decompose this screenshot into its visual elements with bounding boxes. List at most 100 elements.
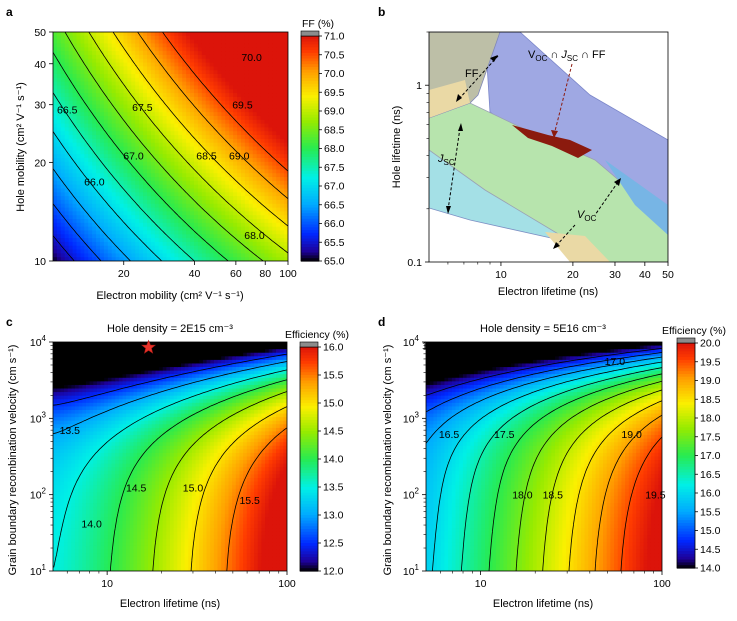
panel-c-cell [96,370,102,375]
panel-a-cell [205,249,211,254]
panel-b-xlabel: Electron lifetime (ns) [498,286,598,298]
panel-a-cell [119,77,125,83]
panel-a-cell [197,70,203,75]
panel-a-cell [209,131,215,136]
panel-a-cell [154,58,160,64]
panel-a-cell [127,70,132,75]
panel-a-cell [135,51,140,56]
panel-a-cell [197,93,203,98]
panel-a-colorbar-tick: 66.5 [324,199,345,211]
panel-a-cell [276,222,281,228]
panel-c-cell [107,567,113,571]
panel-a-cell [139,54,144,60]
panel-a-cell [225,100,230,106]
panel-c-cell [89,384,94,390]
panel-a-cell [225,73,230,79]
panel-a-cell [100,184,105,190]
panel-a-cell [107,47,113,52]
panel-c-cell [85,506,91,511]
panel-a-cell [221,47,226,52]
panel-a-cell [72,234,78,239]
panel-a-cell [162,192,168,197]
panel-a-cell [53,230,58,235]
panel-c-cell [115,563,120,569]
panel-c-cell [71,349,76,354]
panel-a-cell [60,184,66,190]
panel-c-cell [56,463,61,468]
panel-c-cell [100,342,105,347]
panel-a-cell [60,81,66,87]
panel-a-cell [111,245,117,251]
panel-c-cell [82,524,87,529]
panel-a-cell [201,51,207,56]
panel-a-cell [92,184,97,190]
panel-a-cell [115,146,121,151]
panel-c-cell [115,481,120,486]
panel-a-cell [264,245,270,251]
panel-a-cell [80,77,85,83]
panel-a-cell [260,135,266,140]
panel-c-cell [96,427,102,433]
panel-a-cell [272,157,277,163]
panel-a-cell [182,230,187,235]
panel-c-cell [111,567,116,571]
panel-a-cell [237,89,242,94]
panel-a-cell [186,73,191,79]
panel-c-cell [60,510,65,515]
panel-a-cell [229,131,234,136]
panel-a-cell [241,73,246,79]
panel-a-cell [186,89,191,94]
panel-a-cell [64,199,70,205]
panel-a-cell [197,138,203,144]
panel-c-cell [67,384,72,390]
panel-a-cell [197,35,203,41]
panel-a-cell [162,154,168,159]
panel-c-cell [74,409,80,415]
panel-a-cell [119,230,125,235]
panel-a-cell [264,173,270,178]
panel-c-cell [115,474,120,479]
panel-a-cell [252,161,258,167]
panel-c-cell [111,531,116,536]
panel-c-cell [122,374,127,379]
panel-a-cell [201,226,207,232]
panel-a-cell [201,157,207,163]
panel-c-cell [53,395,58,400]
panel-a-cell [60,104,66,109]
panel-c-cell [63,542,69,547]
panel-a-cell [260,93,266,98]
panel-a-cell [64,226,70,232]
panel-a-cell [60,108,66,113]
panel-a-cell [170,39,176,45]
panel-c-cell [93,517,98,522]
panel-a-cell [84,222,89,228]
panel-a-cell [260,203,266,209]
panel-a-cell [233,115,238,121]
panel-a-cell [166,115,172,121]
panel-a-colorbar-cell [301,126,319,130]
panel-c-cell [78,363,83,368]
panel-a-cell [166,161,172,167]
panel-c-cell [96,553,102,558]
panel-c-cell [63,392,69,397]
panel-a-cell [53,245,58,251]
panel-a-cell [178,85,183,90]
panel-c-cell [93,431,98,436]
panel-c-cell [118,420,124,425]
panel-c-cell [74,528,80,533]
panel-c-cell [60,445,65,450]
panel-c-cell [89,435,94,440]
panel-a-cell [64,161,70,167]
panel-c-cell [63,567,69,571]
panel-a-cell [264,81,270,87]
panel-a-cell [186,207,191,212]
panel-a-cell [205,62,211,67]
panel-a-cell [213,226,219,232]
panel-a-cell [252,238,258,243]
panel-c-cell [78,349,83,354]
panel-a-cell [119,226,125,232]
panel-c-cell [67,392,72,397]
panel-a-cell [84,77,89,83]
panel-c-cell [118,406,124,411]
